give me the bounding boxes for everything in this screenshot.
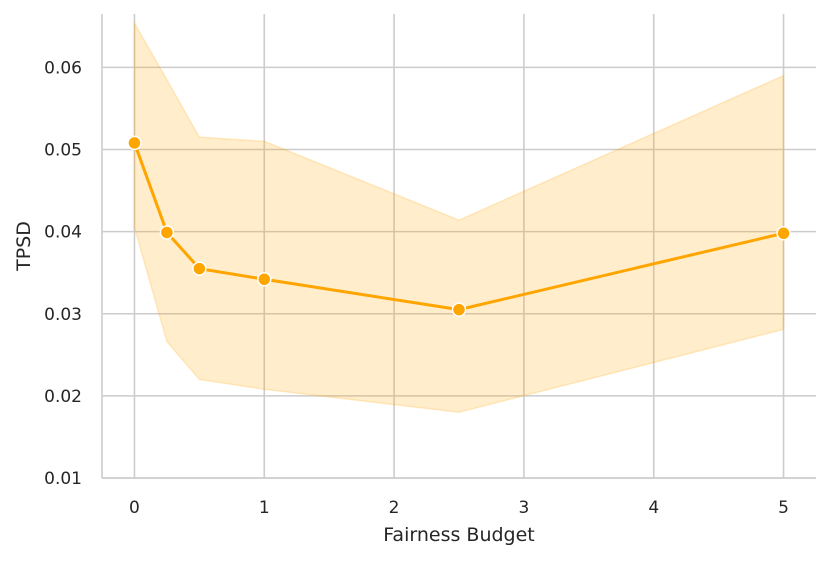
x-tick-label: 3 — [518, 498, 529, 518]
confidence-bands — [133, 20, 785, 414]
data-point — [127, 135, 142, 151]
y-tick-label: 0.04 — [44, 223, 82, 243]
data-point — [776, 226, 791, 241]
y-tick-label: 0.03 — [44, 305, 82, 325]
data-point — [192, 261, 207, 276]
x-tick-label: 1 — [259, 498, 270, 518]
series-line-0 — [133, 142, 784, 312]
confidence-band-0 — [133, 20, 785, 414]
y-axis-label: TPSD — [13, 221, 35, 272]
series-points — [127, 135, 791, 317]
x-tick-label: 0 — [129, 498, 140, 518]
data-point — [451, 302, 467, 317]
x-tick-label: 4 — [648, 498, 659, 518]
x-tick-label: 5 — [778, 498, 789, 518]
x-gridlines — [133, 14, 785, 478]
y-tick-label: 0.06 — [44, 58, 82, 78]
x-tick-label: 2 — [389, 498, 400, 518]
data-point — [159, 225, 175, 240]
data-point — [257, 272, 272, 287]
x-tick-labels: 0 1 2 3 4 5 — [129, 498, 789, 518]
y-tick-label: 0.05 — [44, 141, 82, 161]
y-tick-label: 0.01 — [44, 469, 82, 489]
x-axis-label: Fairness Budget — [383, 524, 535, 546]
y-tick-labels: 0.01 0.02 0.03 0.04 0.05 0.06 — [44, 58, 82, 489]
series-lines — [133, 142, 784, 312]
y-tick-label: 0.02 — [44, 387, 82, 407]
